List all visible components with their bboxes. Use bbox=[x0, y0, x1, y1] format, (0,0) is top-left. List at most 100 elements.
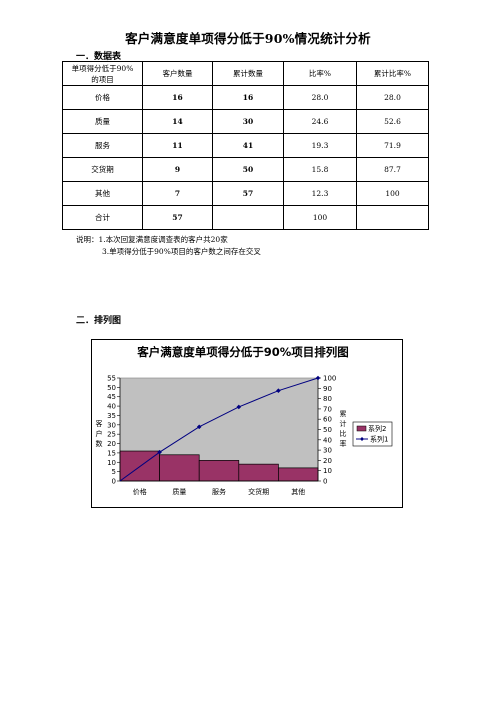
y-tick-label: 10 bbox=[107, 459, 116, 467]
y2-axis-label-char: 比 bbox=[340, 429, 347, 438]
table-cell: 30 bbox=[212, 109, 284, 134]
y2-tick-label: 20 bbox=[323, 457, 332, 465]
table-header-cell: 累计比率% bbox=[356, 61, 429, 86]
table-row: 合计 57 100 bbox=[62, 205, 429, 230]
bar bbox=[198, 460, 240, 482]
y2-tick-label: 80 bbox=[323, 395, 332, 403]
table-cell: 16 bbox=[142, 85, 213, 110]
line-point bbox=[276, 388, 281, 393]
table-header-cell: 比率% bbox=[283, 61, 357, 86]
table-cell: 11 bbox=[142, 133, 213, 158]
table-cell: 24.6 bbox=[283, 109, 357, 134]
table-cell: 合计 bbox=[62, 205, 143, 230]
table-cell: 16 bbox=[212, 85, 284, 110]
y-axis-label-char: 户 bbox=[96, 429, 103, 438]
y-tick-label: 45 bbox=[107, 393, 116, 401]
y-tick-label: 30 bbox=[107, 421, 116, 429]
line-point bbox=[236, 404, 242, 410]
table-cell: 41 bbox=[212, 133, 284, 158]
table-header-cell: 客户数量 bbox=[142, 61, 213, 86]
y2-axis-label-char: 率 bbox=[340, 439, 347, 448]
y2-tick-label: 100 bbox=[323, 375, 336, 383]
legend-label: 系列2 bbox=[368, 424, 386, 433]
x-tick-label: 其他 bbox=[291, 487, 305, 496]
table-row: 交货期 9 50 15.8 87.7 bbox=[62, 157, 429, 182]
table-cell: 14 bbox=[142, 109, 213, 134]
table-cell: 52.6 bbox=[356, 109, 429, 134]
y-tick-label: 20 bbox=[107, 440, 116, 448]
notes: 说明：1.本次回复满意度调查表的客户共20家 3.单项得分低于90%项目的客户数… bbox=[76, 234, 261, 258]
table-cell: 87.7 bbox=[356, 157, 429, 182]
y-tick-label: 50 bbox=[107, 384, 116, 392]
table-cell: 28.0 bbox=[356, 85, 429, 110]
legend-box bbox=[352, 421, 393, 447]
y2-tick-label: 30 bbox=[323, 447, 332, 455]
note-line-2: 3.单项得分低于90%项目的客户数之间存在交叉 bbox=[102, 247, 261, 256]
table-cell: 100 bbox=[283, 205, 357, 230]
table-cell bbox=[356, 205, 429, 230]
pareto-chart: 客户满意度单项得分低于90%项目排列图 0 5 10 15 20 25 30 35 40 45 50 5… bbox=[91, 339, 403, 508]
line-point bbox=[315, 375, 321, 381]
y-tick-label: 5 bbox=[112, 468, 116, 476]
table-cell: 9 bbox=[142, 157, 213, 182]
data-table: 单项得分低于90%的项目 客户数量 累计数量 比率% 累计比率% 价格 16 16 28.0 28… bbox=[62, 61, 429, 230]
table-cell: 71.9 bbox=[356, 133, 429, 158]
bar bbox=[159, 454, 200, 482]
table-cell: 质量 bbox=[62, 109, 143, 134]
table-row: 服务 11 41 19.3 71.9 bbox=[62, 133, 429, 158]
note-line-1: 说明：1.本次回复满意度调查表的客户共20家 bbox=[76, 235, 228, 244]
y-tick-label: 35 bbox=[107, 412, 116, 420]
table-cell: 7 bbox=[142, 181, 213, 206]
bar bbox=[238, 463, 279, 482]
y2-tick-label: 70 bbox=[323, 405, 332, 413]
line-point bbox=[157, 449, 162, 455]
table-cell: 15.8 bbox=[283, 157, 357, 182]
y2-axis-label-char: 计 bbox=[340, 419, 347, 428]
table-cell: 其他 bbox=[62, 181, 143, 206]
y-axis-label-char: 客 bbox=[96, 419, 103, 428]
section-heading-table: 一．数据表 bbox=[76, 52, 122, 62]
y2-tick-label: 40 bbox=[323, 436, 332, 444]
y2-tick-label: 0 bbox=[323, 478, 327, 486]
x-tick-label: 交货期 bbox=[248, 487, 269, 496]
table-cell: 价格 bbox=[62, 85, 143, 110]
table-cell: 57 bbox=[212, 181, 284, 206]
table-row: 质量 14 30 24.6 52.6 bbox=[62, 109, 429, 134]
section-heading-chart: 二．排列图 bbox=[76, 316, 122, 326]
table-cell: 19.3 bbox=[283, 133, 357, 158]
bar bbox=[278, 467, 319, 482]
table-cell: 100 bbox=[356, 181, 429, 206]
y-tick-label: 15 bbox=[107, 449, 116, 457]
y-tick-label: 0 bbox=[112, 478, 116, 486]
y2-tick-label: 10 bbox=[323, 467, 332, 475]
y-axis-label-char: 数 bbox=[96, 439, 103, 448]
table-row: 价格 16 16 28.0 28.0 bbox=[62, 85, 429, 110]
y-tick-label: 55 bbox=[107, 375, 116, 383]
y2-tick-label: 90 bbox=[323, 385, 332, 393]
table-header-cell: 累计数量 bbox=[212, 61, 284, 86]
legend-label: 系列1 bbox=[370, 435, 388, 444]
chart-title: 客户满意度单项得分低于90%项目排列图 bbox=[136, 345, 349, 359]
x-tick-label: 服务 bbox=[212, 487, 226, 496]
y2-tick-label: 50 bbox=[323, 426, 332, 434]
table-header-cell: 单项得分低于90%的项目 bbox=[62, 61, 143, 86]
legend-swatch-bar bbox=[356, 425, 367, 432]
table-cell: 57 bbox=[142, 205, 213, 230]
table-cell bbox=[212, 205, 284, 230]
y-tick-label: 25 bbox=[107, 431, 116, 439]
legend-marker bbox=[360, 437, 364, 441]
x-tick-label: 质量 bbox=[172, 487, 186, 496]
pareto-chart-svg: 客户满意度单项得分低于90%项目排列图051015202530354045505… bbox=[96, 345, 393, 496]
page-title: 客户满意度单项得分低于90%情况统计分析 bbox=[125, 31, 371, 46]
table-row: 其他 7 57 12.3 100 bbox=[62, 181, 429, 206]
table-cell: 50 bbox=[212, 157, 284, 182]
table-cell: 28.0 bbox=[283, 85, 357, 110]
y-tick-label: 40 bbox=[107, 403, 116, 411]
table-cell: 服务 bbox=[62, 133, 143, 158]
y2-tick-label: 60 bbox=[323, 416, 332, 424]
table-cell: 交货期 bbox=[62, 157, 143, 182]
cumulative-line bbox=[119, 377, 319, 482]
table-cell: 12.3 bbox=[283, 181, 357, 206]
table-header-row: 单项得分低于90%的项目 客户数量 累计数量 比率% 累计比率% bbox=[62, 61, 429, 86]
x-tick-label: 价格 bbox=[133, 487, 147, 496]
